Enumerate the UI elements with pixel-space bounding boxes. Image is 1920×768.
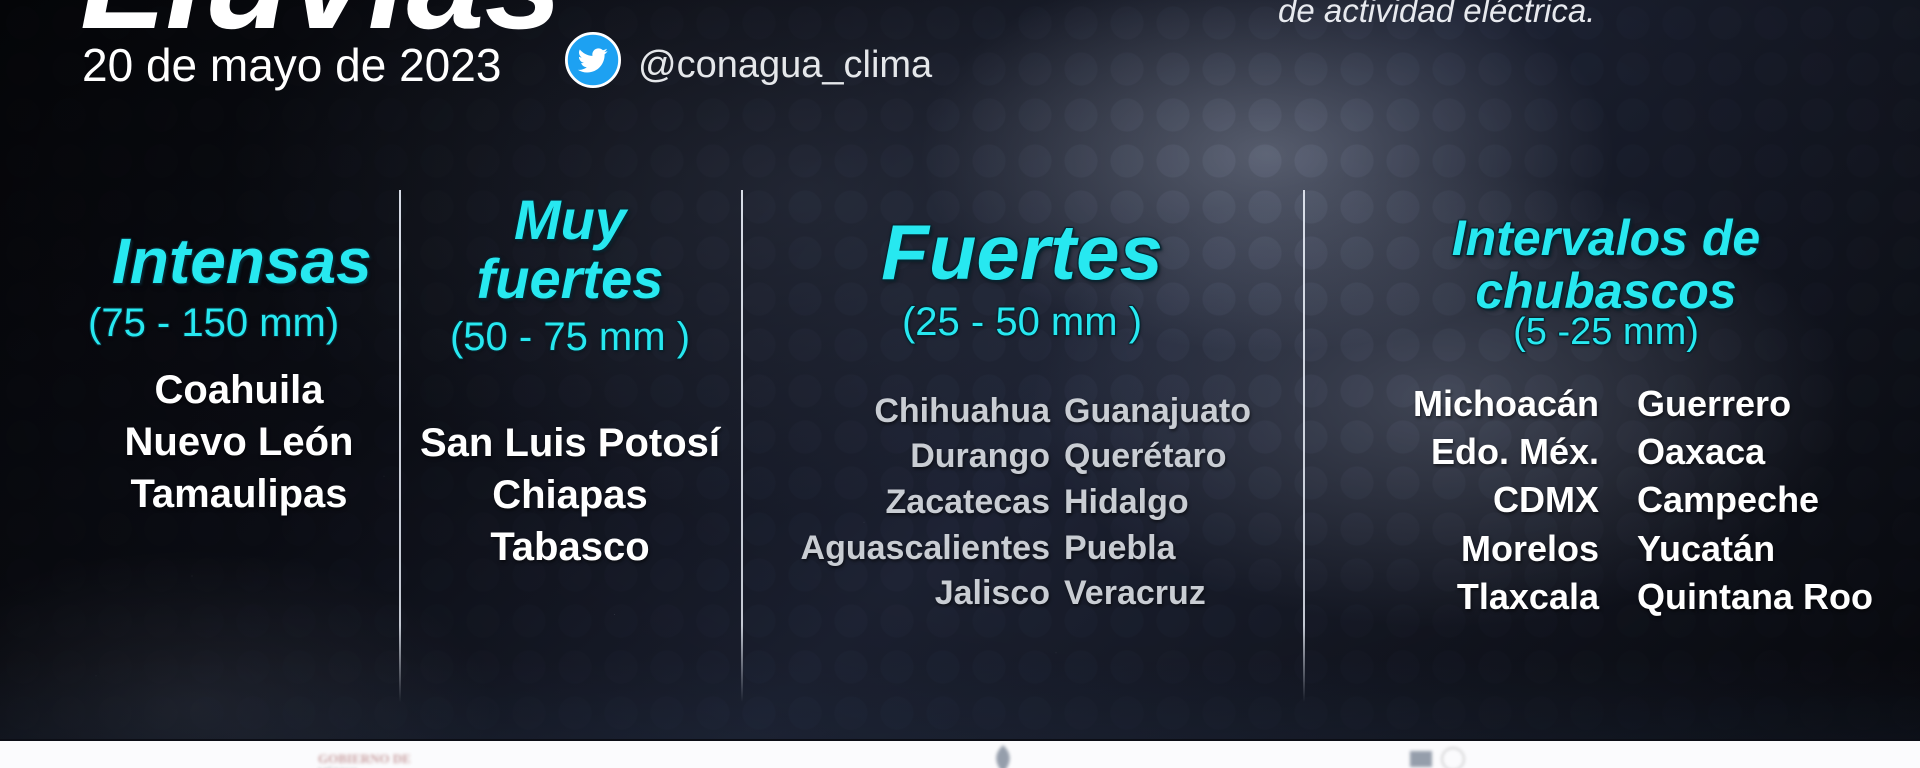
svg-text:GOBIERNO DE: GOBIERNO DE xyxy=(318,751,411,766)
